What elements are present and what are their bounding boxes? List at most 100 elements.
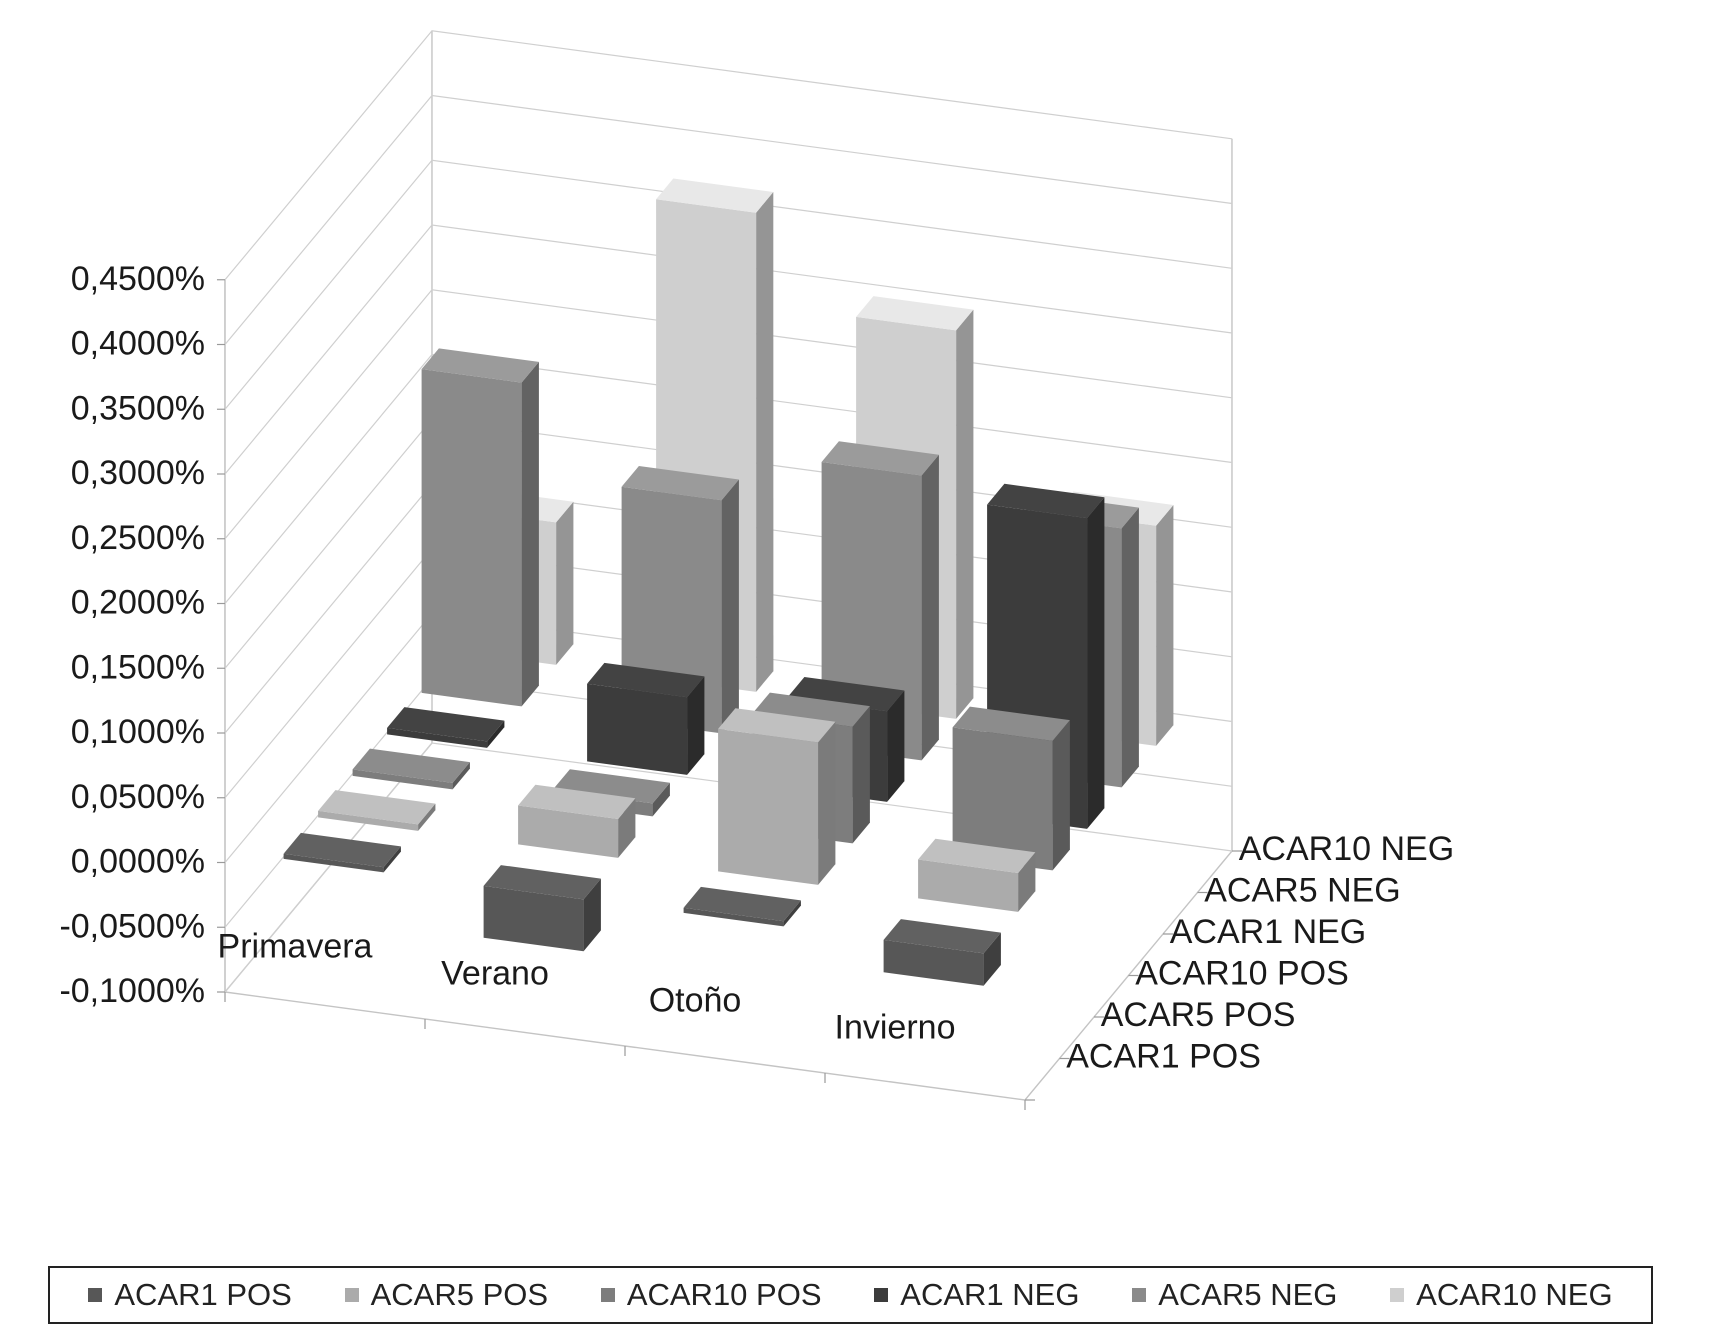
y-tick-label: -0,1000% (59, 972, 205, 1010)
category-label: Verano (441, 955, 549, 993)
bar-acar1-neg-0 (387, 707, 505, 748)
bar-top (856, 296, 974, 331)
bar-top (587, 662, 705, 698)
bar-acar10-pos-0 (352, 748, 470, 790)
series-depth-label: ACAR1 POS (1066, 1037, 1261, 1075)
bar-side (418, 803, 436, 831)
legend-item: ACAR5 NEG (1132, 1277, 1337, 1313)
bar-top (987, 483, 1105, 519)
bar-acar5-pos-0 (318, 790, 436, 831)
legend-item: ACAR5 POS (344, 1277, 549, 1313)
bar-acar5-pos-2 (718, 708, 836, 885)
legend-item: ACAR10 NEG (1390, 1277, 1613, 1313)
bar-front (421, 369, 522, 707)
legend-swatch (344, 1288, 359, 1302)
bar-side (1018, 852, 1036, 912)
legend-label: ACAR10 POS (626, 1277, 822, 1312)
y-tick-label: 0,3000% (71, 454, 205, 492)
y-tick-label: 0,2000% (71, 584, 205, 622)
bar-side (921, 454, 939, 761)
bar-acar5-neg-0 (421, 348, 539, 707)
y-tick-label: 0,0500% (71, 778, 205, 816)
bar-top (318, 790, 436, 825)
y-tick-label: 0,1500% (71, 648, 205, 686)
legend-item: ACAR1 POS (88, 1277, 292, 1313)
bar-side (521, 361, 539, 707)
legend-label: ACAR5 NEG (1158, 1277, 1338, 1312)
bar-front (483, 885, 584, 952)
legend-swatch (88, 1288, 103, 1302)
bar-top (918, 838, 1036, 873)
bar-side (452, 762, 470, 790)
bar-top (552, 769, 670, 804)
bar-side (983, 932, 1001, 986)
bar-side (687, 676, 705, 775)
legend-item: ACAR10 POS (600, 1277, 822, 1313)
bar-side (852, 706, 870, 844)
bar-top (352, 748, 470, 783)
bar-front (952, 727, 1053, 871)
bar-front (283, 853, 384, 873)
y-tick-label: -0,0500% (59, 907, 205, 945)
bar-side (583, 878, 601, 952)
bar-acar5-neg-1 (621, 466, 739, 734)
legend-label: ACAR1 NEG (900, 1277, 1080, 1312)
series-depth-label: ACAR10 NEG (1239, 830, 1454, 868)
bar-front (318, 810, 419, 831)
bar-top (421, 348, 539, 383)
bar-top (952, 706, 1070, 741)
grid-line (224, 94, 1233, 345)
bar-front (718, 728, 819, 885)
bar-side (652, 782, 670, 817)
bar-side (618, 798, 636, 858)
bar-top (518, 784, 636, 819)
y-tick-label: 0,3500% (71, 389, 205, 427)
y-tick-label: 0,1000% (71, 713, 205, 751)
legend-swatch (600, 1288, 615, 1302)
y-tick-label: 0,0000% (71, 843, 205, 881)
bar-front (883, 939, 984, 986)
bar-acar1-pos-2 (683, 886, 801, 927)
bar-top (387, 707, 505, 742)
bar-side (721, 479, 739, 734)
bar-acar10-pos-3 (952, 706, 1070, 871)
bar-top (718, 708, 836, 743)
bar-side (1121, 507, 1139, 788)
grid-line (224, 224, 1233, 475)
bar-front (518, 805, 619, 858)
y-axis-labels: 0,4500% 0,4000% 0,3500% 0,3000% 0,2500% 0,200… (59, 260, 205, 1010)
bar-side (1156, 505, 1174, 746)
category-labels: Primavera Verano Otoño Invierno (218, 928, 956, 1047)
bar-top (483, 865, 601, 900)
bar-acar1-pos-0 (283, 832, 401, 873)
bar-top (656, 178, 774, 213)
bar-acar5-pos-3 (918, 838, 1036, 912)
grid-line (224, 30, 1233, 281)
y-tick-label: 0,4000% (71, 325, 205, 363)
bar-top (283, 832, 401, 868)
y-tick-label: 0,2500% (71, 519, 205, 557)
category-label: Invierno (835, 1009, 956, 1047)
bar-top (621, 466, 739, 501)
bar-top (787, 677, 905, 712)
bar-side (783, 900, 801, 927)
bar-acar1-neg-1 (587, 662, 705, 775)
bar-top (683, 886, 801, 922)
chart-bars (283, 178, 1174, 986)
series-depth-label: ACAR5 POS (1101, 996, 1296, 1034)
legend-label: ACAR1 POS (114, 1277, 292, 1312)
bar-side (756, 192, 774, 692)
legend-item: ACAR1 NEG (874, 1277, 1079, 1313)
legend-label: ACAR5 POS (370, 1277, 549, 1312)
bar-side (556, 501, 574, 665)
bar-side (1087, 497, 1105, 829)
legend-swatch (1132, 1288, 1147, 1302)
series-depth-label: ACAR1 NEG (1170, 913, 1367, 951)
bar-top (883, 919, 1001, 954)
legend-swatch (1390, 1288, 1405, 1302)
bar-front (918, 859, 1019, 912)
category-label: Otoño (649, 982, 742, 1020)
grid-line (224, 159, 1233, 410)
